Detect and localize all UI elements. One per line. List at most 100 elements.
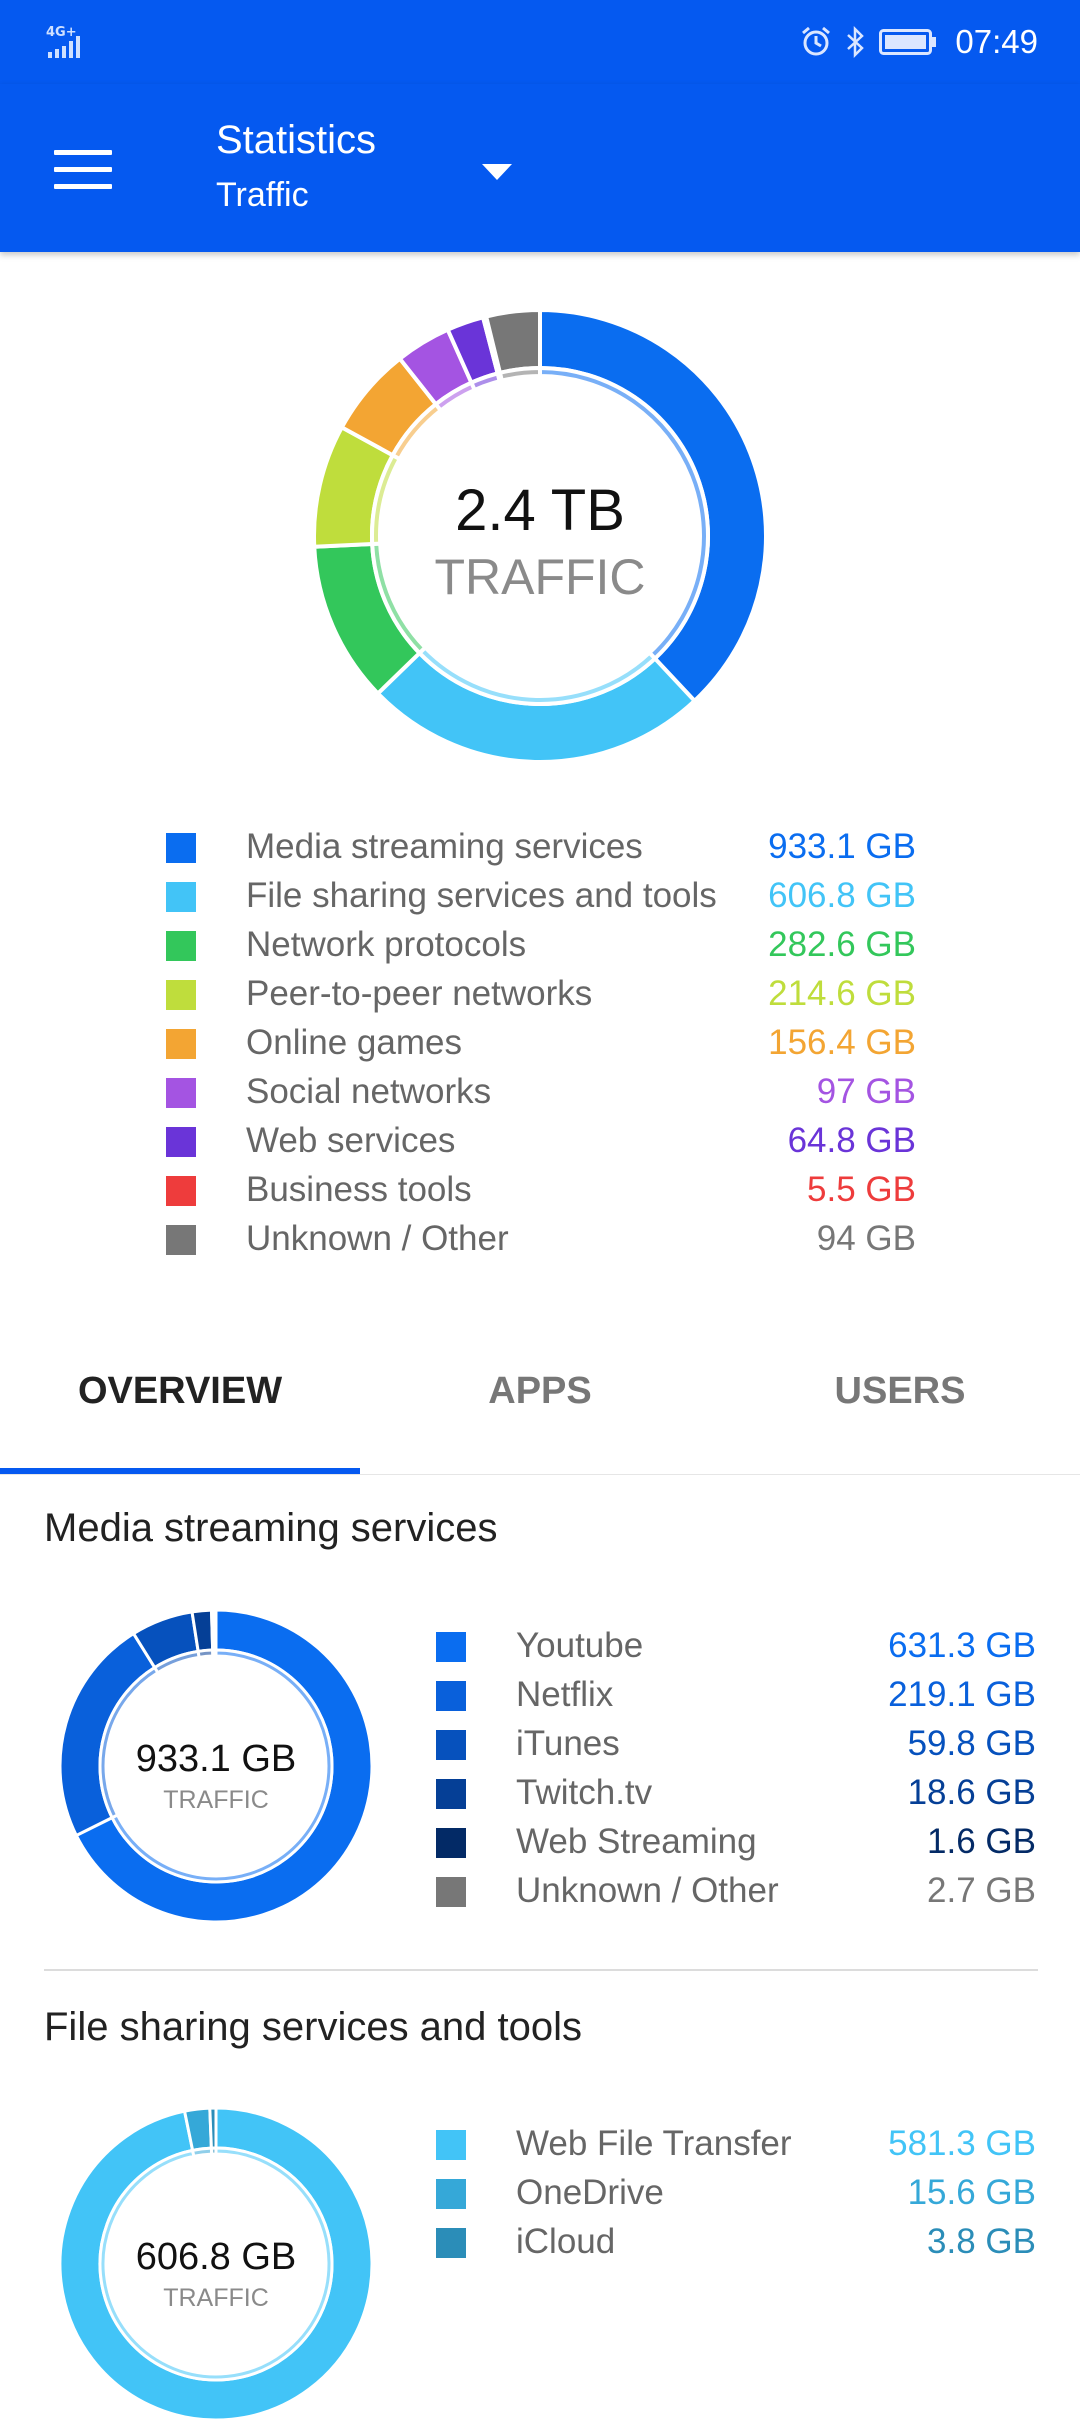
legend-item-unknown-other[interactable]: Unknown / Other 2.7 GB — [436, 1866, 1036, 1915]
legend-value: 156.4 GB — [768, 1023, 916, 1062]
legend-label: File sharing services and tools — [246, 876, 717, 915]
legend-item-twitch-tv[interactable]: Twitch.tv 18.6 GB — [436, 1768, 1036, 1817]
legend-swatch — [436, 1681, 466, 1711]
legend-swatch — [436, 2130, 466, 2160]
legend-value: 933.1 GB — [768, 827, 916, 866]
media-streaming-legend: Youtube 631.3 GB Netflix 219.1 GB iTunes 59.8… — [436, 1621, 1036, 1915]
legend-label: Network protocols — [246, 925, 527, 964]
legend-item-web-streaming[interactable]: Web Streaming 1.6 GB — [436, 1817, 1036, 1866]
menu-icon[interactable] — [54, 150, 114, 190]
status-icons: 07:49 — [799, 20, 1038, 64]
legend-label: Peer-to-peer networks — [246, 974, 593, 1013]
legend-value: 606.8 GB — [768, 876, 916, 915]
status-bar: 4G+ 07:49 — [0, 0, 1080, 84]
donut-slice-unknown-other[interactable] — [483, 308, 542, 384]
legend-item-media-streaming-services[interactable]: Media streaming services 933.1 GB — [166, 822, 916, 871]
legend-item-file-sharing-services-and-tools[interactable]: File sharing services and tools 606.8 GB — [166, 871, 916, 920]
legend-item-youtube[interactable]: Youtube 631.3 GB — [436, 1621, 1036, 1670]
section-title-file-sharing: File sharing services and tools — [44, 2005, 583, 2049]
section-divider — [44, 1969, 1038, 1971]
legend-label: Netflix — [516, 1675, 614, 1714]
donut-slice-onedrive[interactable] — [182, 2106, 214, 2159]
donut-slice-unknown-other[interactable] — [211, 1608, 218, 1658]
legend-label: Unknown / Other — [246, 1219, 509, 1258]
legend-value: 15.6 GB — [907, 2173, 1036, 2212]
legend-value: 214.6 GB — [768, 974, 916, 1013]
tab-bar: OVERVIEW APPS USERS — [0, 1330, 1080, 1475]
legend-swatch — [436, 1730, 466, 1760]
tab-users[interactable]: USERS — [834, 1370, 966, 1412]
legend-item-web-file-transfer[interactable]: Web File Transfer 581.3 GB — [436, 2119, 1036, 2168]
legend-value: 282.6 GB — [768, 925, 916, 964]
legend-label: iCloud — [516, 2222, 616, 2261]
legend-swatch — [166, 833, 196, 863]
media-streaming-total-value: 933.1 GB — [136, 1738, 297, 1780]
legend-item-social-networks[interactable]: Social networks 97 GB — [166, 1067, 916, 1116]
legend-swatch — [166, 1176, 196, 1206]
legend-item-netflix[interactable]: Netflix 219.1 GB — [436, 1670, 1036, 1719]
legend-swatch — [436, 1828, 466, 1858]
legend-item-peer-to-peer-networks[interactable]: Peer-to-peer networks 214.6 GB — [166, 969, 916, 1018]
legend-item-itunes[interactable]: iTunes 59.8 GB — [436, 1719, 1036, 1768]
traffic-donut-chart: 2.4 TB TRAFFIC — [312, 308, 768, 764]
legend-value: 64.8 GB — [787, 1121, 916, 1160]
battery-icon — [879, 29, 937, 55]
legend-item-network-protocols[interactable]: Network protocols 282.6 GB — [166, 920, 916, 969]
legend-swatch — [166, 882, 196, 912]
legend-label: Social networks — [246, 1072, 492, 1111]
tab-overview[interactable]: OVERVIEW — [77, 1370, 283, 1412]
dropdown-arrow-icon[interactable] — [482, 162, 512, 182]
legend-value: 59.8 GB — [907, 1724, 1036, 1763]
legend-swatch — [436, 1877, 466, 1907]
legend-label: Twitch.tv — [516, 1773, 653, 1812]
legend-value: 18.6 GB — [907, 1773, 1036, 1812]
legend-item-business-tools[interactable]: Business tools 5.5 GB — [166, 1165, 916, 1214]
app-subtitle: Traffic — [216, 176, 309, 214]
legend-swatch — [436, 2179, 466, 2209]
legend-item-onedrive[interactable]: OneDrive 15.6 GB — [436, 2168, 1036, 2217]
legend-label: OneDrive — [516, 2173, 664, 2212]
active-tab-indicator — [0, 1468, 360, 1474]
app-bar: Statistics Traffic — [0, 84, 1080, 252]
legend-item-web-services[interactable]: Web services 64.8 GB — [166, 1116, 916, 1165]
media-streaming-total-label: TRAFFIC — [163, 1786, 269, 1814]
legend-value: 581.3 GB — [888, 2124, 1036, 2163]
donut-slice-icloud[interactable] — [208, 2106, 218, 2156]
legend-swatch — [436, 1779, 466, 1809]
legend-label: Web Streaming — [516, 1822, 757, 1861]
legend-swatch — [436, 1632, 466, 1662]
legend-swatch — [166, 1127, 196, 1157]
bluetooth-icon — [847, 25, 865, 59]
file-sharing-legend: Web File Transfer 581.3 GB OneDrive 15.6 GB… — [436, 2119, 1036, 2266]
legend-value: 631.3 GB — [888, 1626, 1036, 1665]
traffic-legend: Media streaming services 933.1 GB File sha… — [166, 822, 916, 1263]
legend-label: Web services — [246, 1121, 456, 1160]
section-title-media-streaming: Media streaming services — [44, 1506, 498, 1550]
legend-value: 94 GB — [816, 1219, 916, 1258]
legend-label: Unknown / Other — [516, 1871, 779, 1910]
donut-slice-netflix[interactable] — [58, 1631, 160, 1838]
legend-swatch — [166, 931, 196, 961]
donut-slice-file-sharing-services-and-tools[interactable] — [375, 644, 698, 764]
tab-apps[interactable]: APPS — [488, 1370, 592, 1412]
total-traffic-value: 2.4 TB — [455, 478, 625, 543]
legend-value: 219.1 GB — [888, 1675, 1036, 1714]
legend-item-unknown-other[interactable]: Unknown / Other 94 GB — [166, 1214, 916, 1263]
legend-value: 3.8 GB — [927, 2222, 1036, 2261]
legend-swatch — [166, 1225, 196, 1255]
file-sharing-donut-chart: 606.8 GB TRAFFIC — [58, 2106, 374, 2422]
legend-swatch — [166, 1078, 196, 1108]
status-time: 07:49 — [955, 23, 1038, 60]
legend-swatch — [166, 1029, 196, 1059]
legend-label: iTunes — [516, 1724, 620, 1763]
legend-value: 2.7 GB — [927, 1871, 1036, 1910]
legend-swatch — [166, 980, 196, 1010]
total-traffic-label: TRAFFIC — [434, 549, 645, 605]
legend-value: 1.6 GB — [927, 1822, 1036, 1861]
legend-value: 97 GB — [816, 1072, 916, 1111]
file-sharing-total-label: TRAFFIC — [163, 2284, 269, 2312]
legend-item-icloud[interactable]: iCloud 3.8 GB — [436, 2217, 1036, 2266]
legend-label: Media streaming services — [246, 827, 643, 866]
legend-item-online-games[interactable]: Online games 156.4 GB — [166, 1018, 916, 1067]
alarm-icon — [802, 26, 831, 56]
